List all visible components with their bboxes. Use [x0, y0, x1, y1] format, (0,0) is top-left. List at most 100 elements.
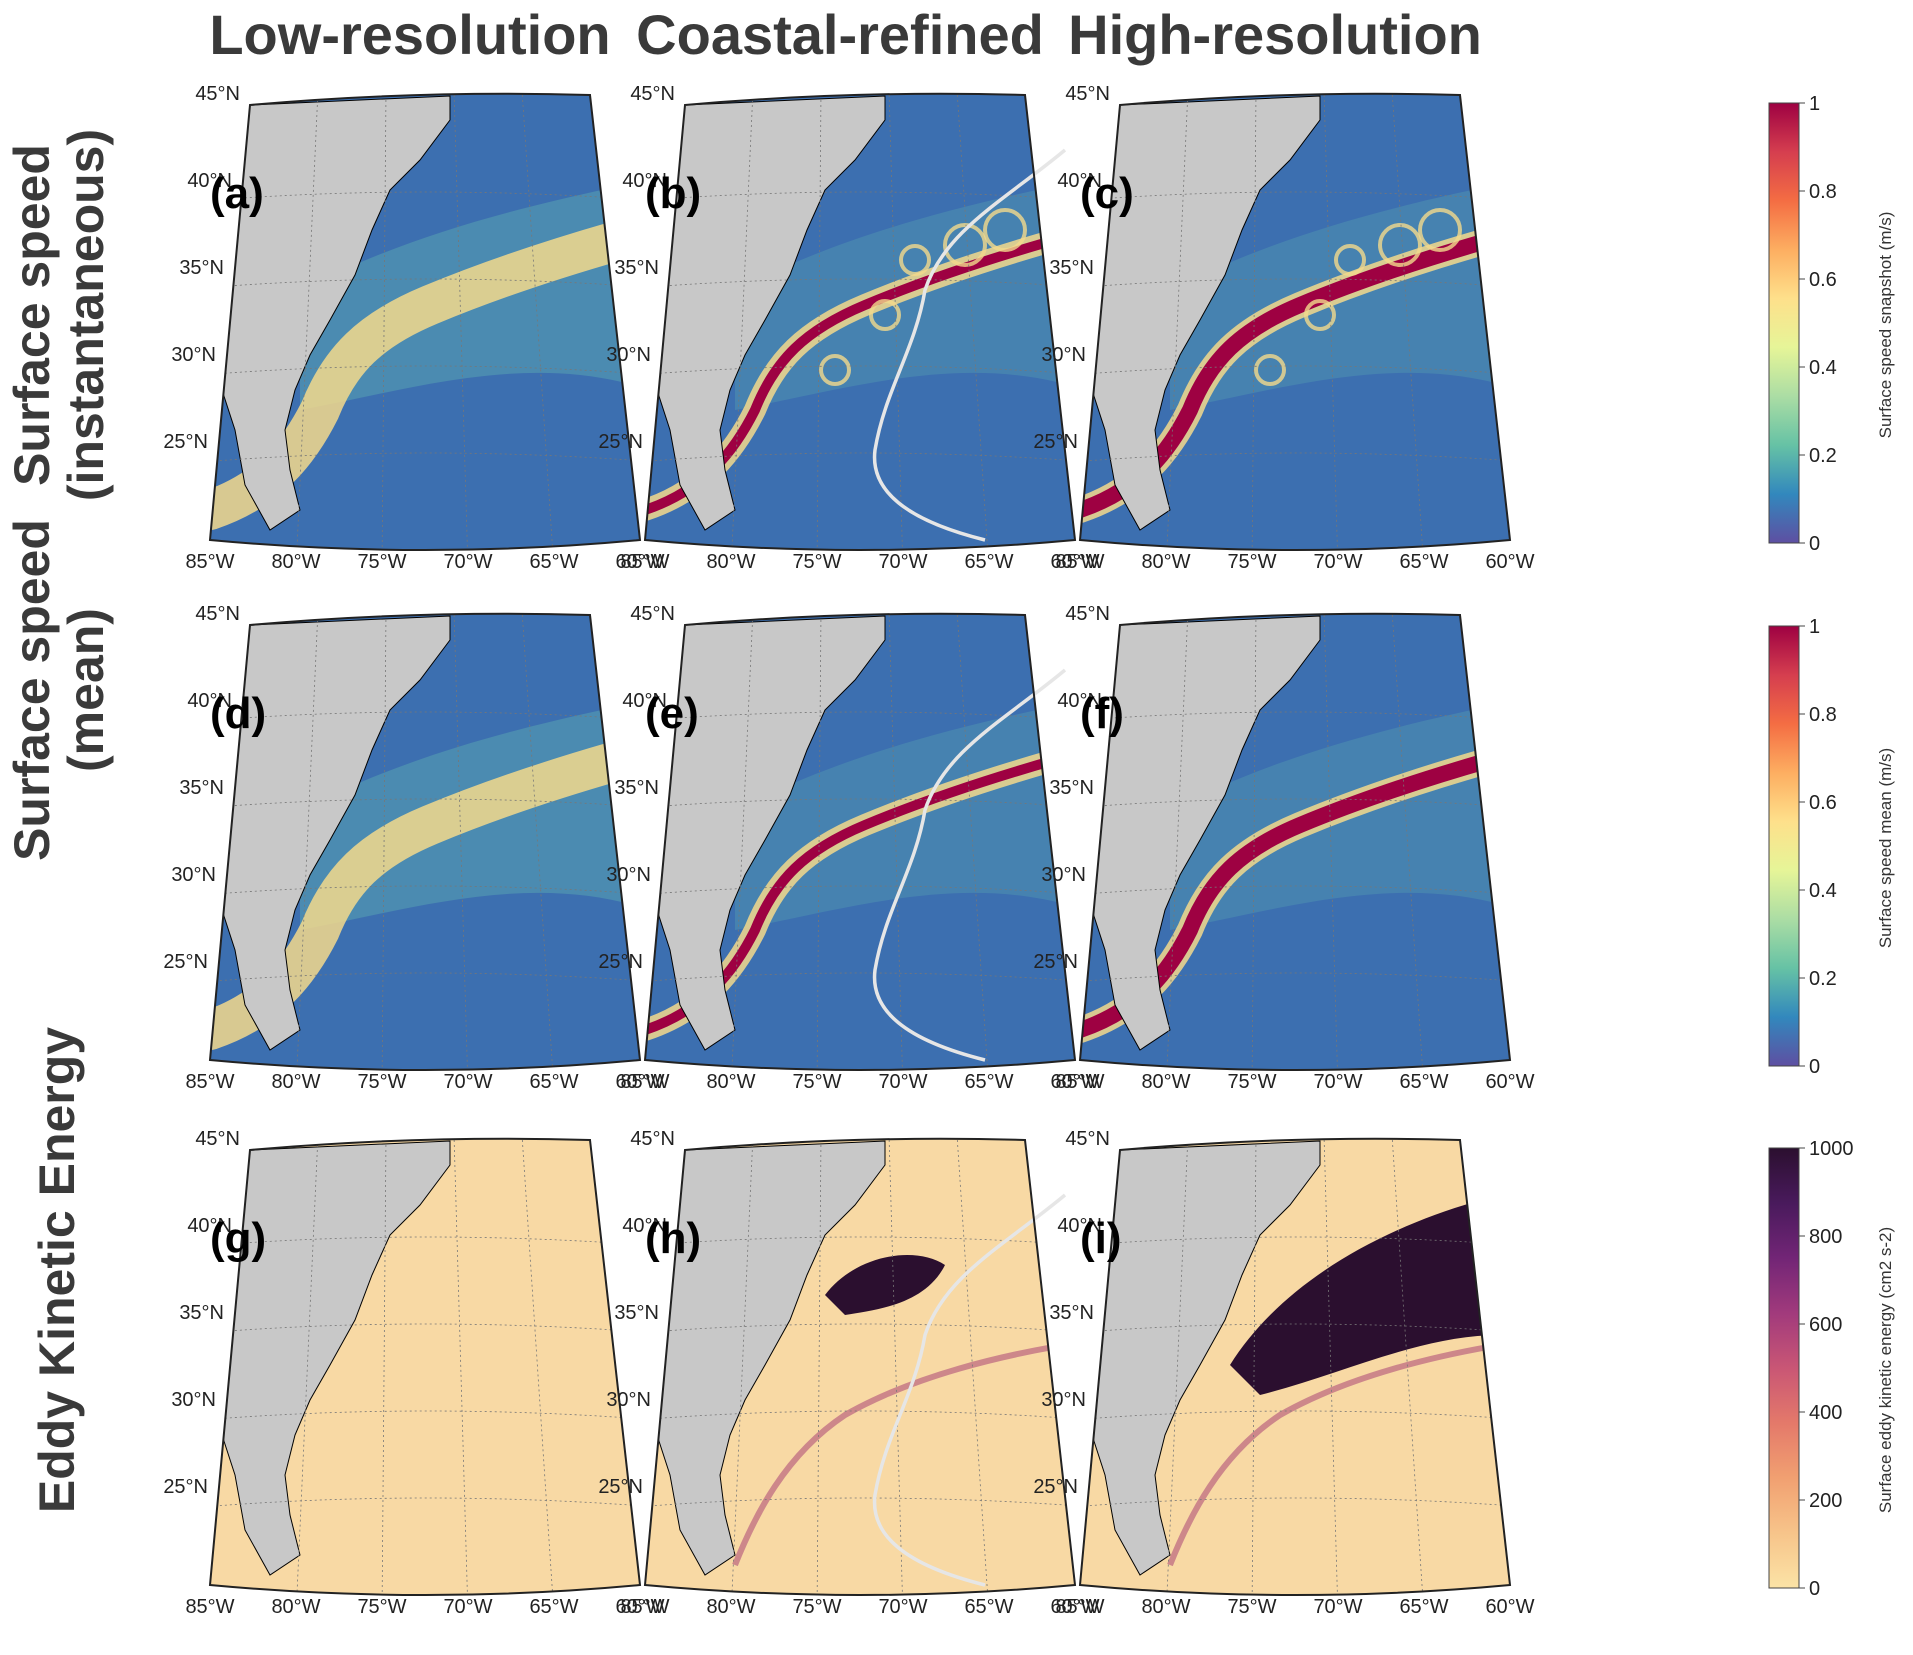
colorbar-tick-label: 0.8 — [1809, 704, 1837, 726]
longitude-gridline — [1391, 613, 1425, 1070]
latitude-label: 35°N — [614, 1302, 659, 1324]
longitude-gridline — [521, 1138, 555, 1595]
longitude-gridline — [816, 1138, 822, 1595]
longitude-label: 65°W — [529, 1596, 578, 1618]
longitude-label: 70°W — [443, 551, 492, 573]
map-panel: 45°N 40°N 35°N 30°N 25°N 85°W 80°W 75°W 70°W 65°W… — [598, 1128, 1099, 1618]
eddy-ring — [1378, 223, 1422, 267]
longitude-label: 85°W — [1055, 1596, 1104, 1618]
panel-label: (e) — [645, 689, 699, 738]
colorbar-tick-label: 0.8 — [1809, 181, 1837, 203]
longitude-label: 75°W — [1227, 1596, 1276, 1618]
colorbar: 1000 800 600 400 200 0 Surface eddy kinetic en… — [1768, 1140, 1895, 1600]
longitude-gridline — [956, 1138, 990, 1595]
latitude-label: 40°N — [622, 170, 667, 192]
longitude-gridline — [1165, 613, 1189, 1070]
longitude-gridline — [1323, 1138, 1339, 1595]
row-title-line1: Surface speed — [4, 519, 60, 861]
longitude-label: 75°W — [357, 1071, 406, 1093]
colorbar: 1 0.8 0.6 0.4 0.2 0 Surface speed snapshot (m/… — [1768, 95, 1895, 555]
longitude-label: 85°W — [620, 1596, 669, 1618]
latitude-label: 25°N — [1033, 1476, 1078, 1498]
latitude-label: 40°N — [622, 1215, 667, 1237]
latitude-label: 35°N — [614, 777, 659, 799]
longitude-label: 85°W — [1055, 1071, 1104, 1093]
longitude-label: 60°W — [1050, 551, 1099, 573]
longitude-gridline — [1251, 613, 1257, 1070]
latitude-label: 30°N — [1041, 344, 1086, 366]
longitude-label: 60°W — [1485, 551, 1534, 573]
longitude-label: 65°W — [964, 1071, 1013, 1093]
longitude-label: 60°W — [615, 1596, 664, 1618]
panel-label: (a) — [210, 169, 264, 218]
longitude-gridline — [816, 613, 822, 1070]
latitude-label: 40°N — [187, 170, 232, 192]
longitude-gridline — [1251, 1138, 1257, 1595]
column-title-low: Low-resolution — [209, 3, 611, 66]
longitude-label: 85°W — [185, 551, 234, 573]
longitude-gridline — [381, 613, 387, 1070]
longitude-label: 70°W — [1313, 1071, 1362, 1093]
longitude-gridline — [381, 93, 387, 550]
map-frame — [643, 612, 1077, 1071]
map-panel: 45°N 40°N 35°N 30°N 25°N 85°W 80°W 75°W 70°W 65°W… — [163, 1128, 664, 1618]
map-field — [210, 613, 640, 1070]
latitude-label: 40°N — [1057, 690, 1102, 712]
colorbar-tick-label: 0.4 — [1809, 357, 1837, 379]
column-title-high: High-resolution — [1068, 3, 1482, 66]
longitude-label: 60°W — [1050, 1596, 1099, 1618]
latitude-label: 45°N — [630, 603, 675, 625]
latitude-label: 25°N — [598, 431, 643, 453]
latitude-label: 25°N — [598, 1476, 643, 1498]
map-frame — [208, 612, 642, 1071]
longitude-label: 85°W — [620, 1071, 669, 1093]
refinement-boundary-line — [872, 1193, 1067, 1587]
colorbar-tick-label: 0.2 — [1809, 445, 1837, 467]
map-frame — [643, 1137, 1077, 1596]
longitude-label: 75°W — [792, 1596, 841, 1618]
longitude-gridline — [295, 93, 319, 550]
latitude-label: 30°N — [606, 344, 651, 366]
longitude-label: 80°W — [1141, 1071, 1190, 1093]
longitude-gridline — [956, 613, 990, 1070]
colorbar-tick-label: 0 — [1809, 533, 1820, 555]
latitude-label: 45°N — [195, 603, 240, 625]
longitude-label: 80°W — [271, 1596, 320, 1618]
refinement-boundary-line — [872, 148, 1067, 542]
longitude-gridline — [521, 93, 555, 550]
latitude-label: 40°N — [1057, 1215, 1102, 1237]
longitude-gridline — [730, 1138, 754, 1595]
longitude-gridline — [521, 613, 555, 1070]
longitude-label: 60°W — [615, 1071, 664, 1093]
eddy-ring — [869, 299, 901, 331]
map-field — [645, 613, 1075, 1070]
latitude-label: 25°N — [1033, 431, 1078, 453]
longitude-label: 80°W — [271, 551, 320, 573]
longitude-gridline — [956, 93, 990, 550]
panel-label: (b) — [645, 169, 701, 218]
row-title-line2: (instantaneous) — [58, 128, 114, 502]
colorbar-tick-label: 200 — [1809, 1490, 1842, 1512]
longitude-gridline — [1391, 1138, 1425, 1595]
longitude-label: 85°W — [620, 551, 669, 573]
longitude-label: 70°W — [878, 551, 927, 573]
eke-gradient-band — [732, 1342, 1066, 1567]
map-field — [645, 93, 1075, 550]
longitude-gridline — [730, 93, 754, 550]
panel-label: (g) — [210, 1214, 266, 1263]
colorbar-tick-label: 0.6 — [1809, 269, 1837, 291]
map-field — [210, 1138, 640, 1595]
latitude-label: 45°N — [630, 83, 675, 105]
latitude-label: 25°N — [163, 431, 208, 453]
longitude-label: 60°W — [1485, 1596, 1534, 1618]
eddy-ring — [983, 208, 1027, 252]
latitude-label: 40°N — [1057, 170, 1102, 192]
colorbar-tick-label: 0.6 — [1809, 792, 1837, 814]
longitude-gridline — [381, 1138, 387, 1595]
latitude-label: 30°N — [606, 864, 651, 886]
eddy-ring — [1418, 208, 1462, 252]
longitude-label: 60°W — [1485, 1071, 1534, 1093]
longitude-label: 80°W — [706, 1071, 755, 1093]
longitude-label: 65°W — [964, 551, 1013, 573]
map-panel: 45°N 40°N 35°N 30°N 25°N 85°W 80°W 75°W 70°W 65°W… — [1033, 83, 1534, 573]
